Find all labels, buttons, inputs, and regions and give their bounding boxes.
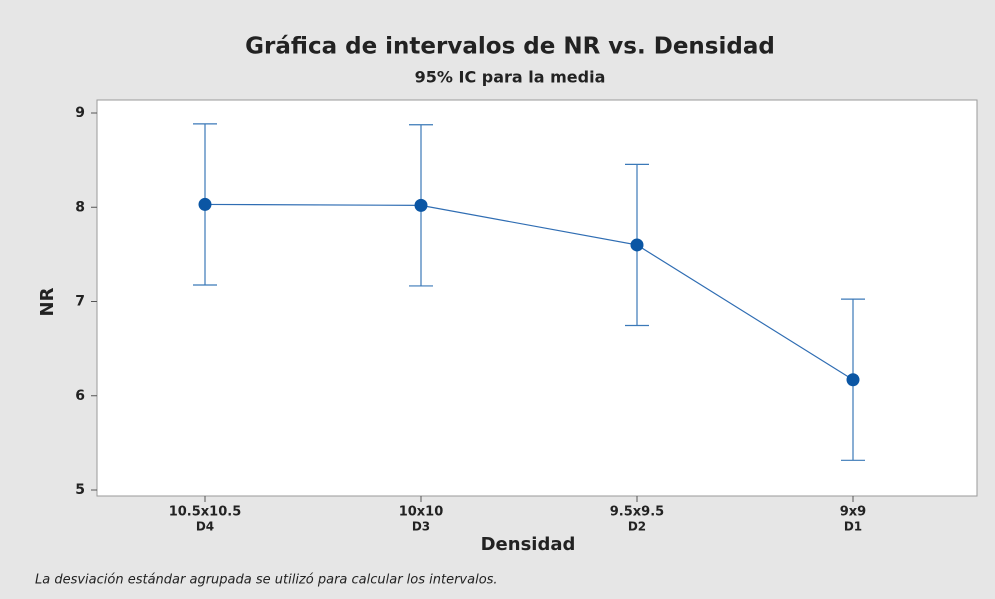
y-tick-label: 7 <box>75 294 85 310</box>
x-axis-label: Densidad <box>481 534 576 555</box>
x-group-label: D4 <box>196 520 214 534</box>
x-tick-label: 10.5x10.5 <box>169 505 242 520</box>
x-tick-label: 9.5x9.5 <box>610 505 664 520</box>
chart-title: Gráfica de intervalos de NR vs. Densidad <box>245 34 775 60</box>
y-tick-label: 9 <box>75 105 85 121</box>
x-tick-label: 9x9 <box>840 505 866 520</box>
mean-point <box>630 238 644 252</box>
chart-subtitle: 95% IC para la media <box>415 68 606 87</box>
mean-point <box>414 198 428 212</box>
mean-point <box>846 373 860 387</box>
x-tick-label: 10x10 <box>399 505 444 520</box>
y-axis-label: NR <box>37 287 58 316</box>
x-group-label: D1 <box>844 520 862 534</box>
footnote: La desviación estándar agrupada se utili… <box>35 573 498 588</box>
y-tick-label: 6 <box>75 388 85 404</box>
plot-area <box>96 99 978 497</box>
mean-point <box>198 197 212 211</box>
y-tick-label: 5 <box>75 482 85 498</box>
y-tick-label: 8 <box>75 199 85 215</box>
mean-line <box>204 203 854 381</box>
x-group-label: D3 <box>412 520 430 534</box>
x-group-label: D2 <box>628 520 646 534</box>
